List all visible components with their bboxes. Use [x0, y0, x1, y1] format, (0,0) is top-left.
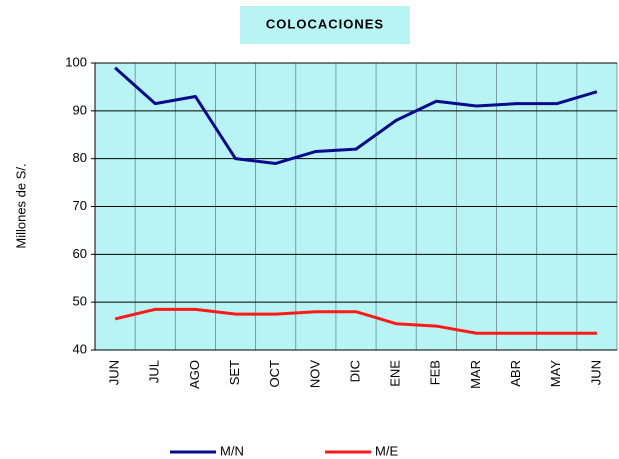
series-line: [114, 307, 597, 335]
y-axis-label: Millones de S/.: [13, 163, 28, 248]
series-line: [114, 66, 598, 165]
y-tick-label: 50: [73, 294, 87, 309]
x-tick-label: MAY: [548, 360, 563, 388]
x-tick-label: MAR: [468, 360, 483, 389]
x-tick-label: JUN: [107, 360, 122, 385]
x-tick-label: FEB: [428, 360, 443, 385]
chart-title: COLOCACIONES: [266, 16, 384, 31]
x-tick-label: JUL: [147, 360, 162, 383]
legend-label: M/E: [375, 443, 398, 458]
y-tick-label: 90: [73, 102, 87, 117]
x-tick-label: ABR: [508, 360, 523, 387]
x-tick-label: SET: [227, 360, 242, 385]
x-tick-label: DIC: [347, 360, 362, 382]
x-tick-label: NOV: [307, 360, 322, 389]
x-tick-label: AGO: [187, 360, 202, 389]
y-tick-label: 60: [73, 246, 87, 261]
y-tick-label: 80: [73, 150, 87, 165]
y-tick-label: 100: [65, 54, 87, 69]
x-tick-label: JUN: [588, 360, 603, 385]
y-tick-label: 70: [73, 198, 87, 213]
x-tick-label: ENE: [388, 360, 403, 387]
x-tick-label: OCT: [267, 360, 282, 388]
legend-label: M/N: [220, 443, 244, 458]
y-tick-label: 40: [73, 341, 87, 356]
title-box: [240, 6, 410, 44]
